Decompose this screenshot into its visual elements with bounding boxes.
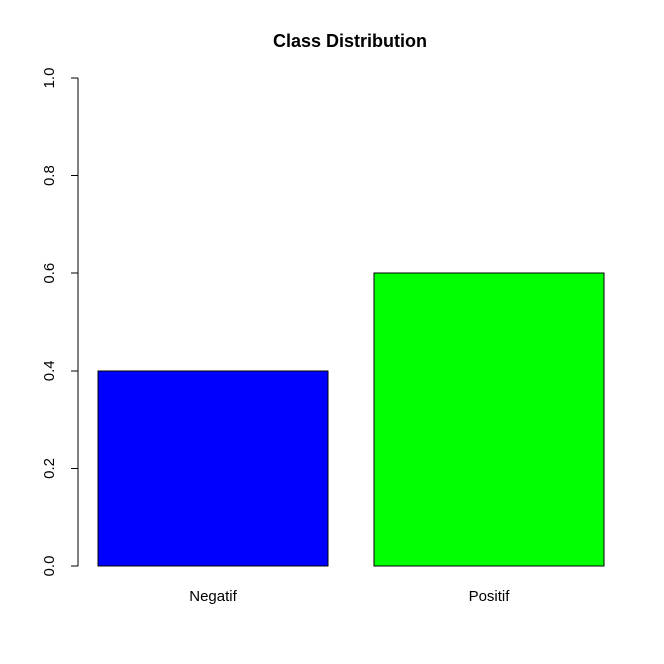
y-tick-label: 0.6: [41, 263, 58, 284]
bar-negatif: [97, 370, 329, 567]
x-axis-labels: Negatif Positif: [189, 588, 510, 605]
y-tick-label: 0.2: [41, 458, 58, 479]
y-tick-label: 0.4: [41, 360, 58, 381]
y-tick-label: 0.0: [41, 556, 58, 577]
chart-title: Class Distribution: [273, 31, 427, 51]
x-category-label: Negatif: [189, 588, 237, 605]
y-tick-label: 1.0: [41, 68, 58, 89]
y-axis: 0.0 0.2 0.4 0.6 0.8 1.0: [41, 68, 79, 577]
bar-positif: [373, 272, 605, 567]
bars: [97, 272, 605, 567]
y-tick-label: 0.8: [41, 165, 58, 186]
x-category-label: Positif: [469, 588, 511, 605]
